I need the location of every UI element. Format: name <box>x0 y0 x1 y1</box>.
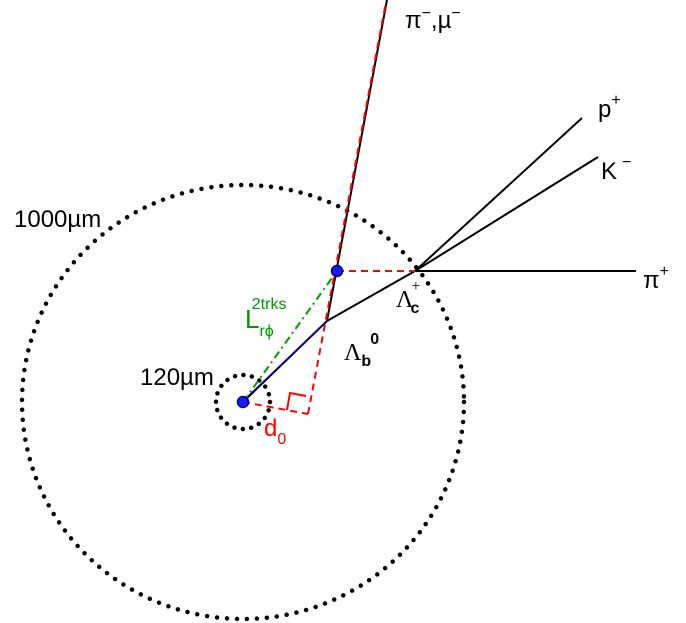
two-track-vertex <box>330 264 344 278</box>
label-pi-mu: π−,µ− <box>405 5 461 34</box>
track-pi-mu-extrapolation <box>307 1 387 415</box>
label-l-rphi: Lrϕ2trks <box>245 296 286 340</box>
track-lambda-b-blue <box>244 322 326 400</box>
primary-vertex <box>236 395 250 409</box>
label-k-minus: K − <box>601 154 631 185</box>
track-k-minus <box>414 156 599 272</box>
track-p-plus <box>414 117 583 272</box>
impact-parameter-line <box>242 401 309 415</box>
right-angle-marker <box>286 391 307 411</box>
label-1000um: 1000µm <box>14 206 101 233</box>
outer-circle <box>19 182 467 622</box>
label-d0: d0 <box>264 415 286 448</box>
label-120um: 120µm <box>140 364 214 391</box>
label-p-plus: p+ <box>598 92 621 123</box>
label-lambda-c: Λ+ c <box>396 278 420 317</box>
label-lambda-b: Λb0 <box>344 331 379 370</box>
label-pi-plus: π+ <box>643 263 669 294</box>
track-lambda-c <box>326 270 416 322</box>
inner-circle <box>213 372 273 432</box>
